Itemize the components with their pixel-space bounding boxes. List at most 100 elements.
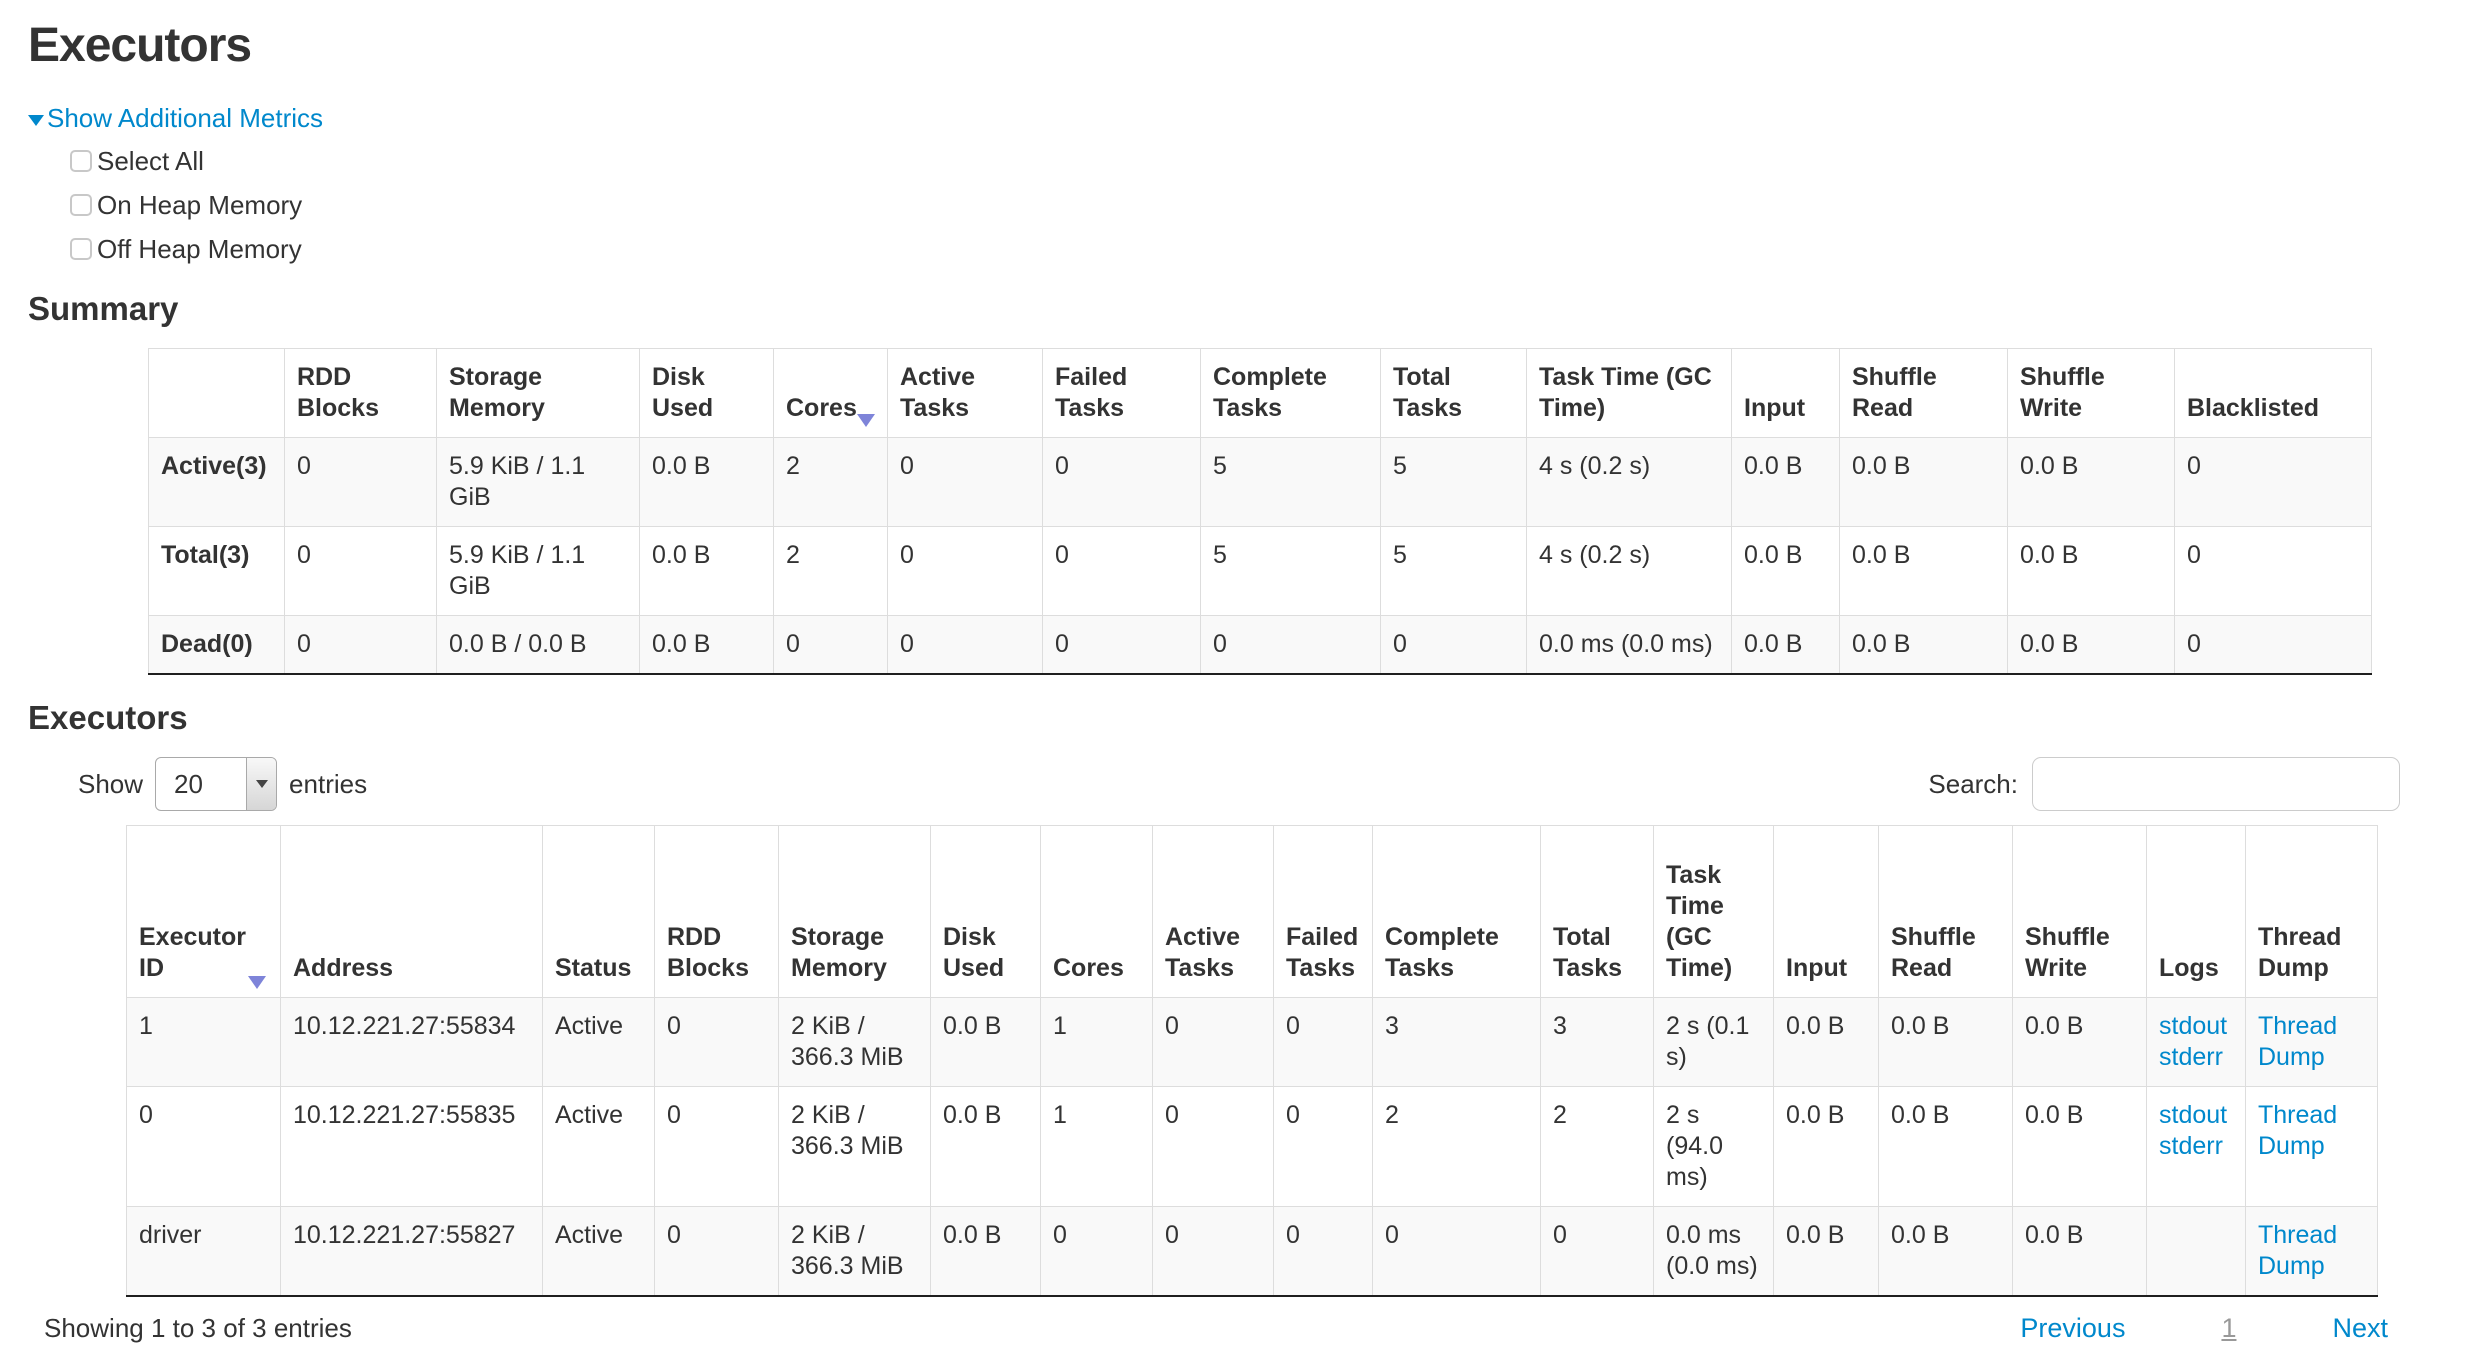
cell-status: Active [542, 997, 655, 1087]
header-shuffle-write[interactable]: Shuffle Write [2007, 348, 2175, 438]
cell-cores: 2 [773, 526, 888, 616]
header-executor-id[interactable]: Executor ID [126, 825, 281, 998]
header-disk-used[interactable]: Disk Used [930, 825, 1041, 998]
header-thread-dump[interactable]: Thread Dump [2245, 825, 2378, 998]
header-storage-memory[interactable]: Storage Memory [436, 348, 640, 438]
cell-input: 0.0 B [1773, 1206, 1879, 1297]
cell-rdd-blocks: 0 [284, 437, 437, 527]
cell-shuffle-write: 0.0 B [2007, 615, 2175, 675]
cell-shuffle-write: 0.0 B [2012, 1206, 2147, 1297]
header-failed-tasks[interactable]: Failed Tasks [1042, 348, 1201, 438]
cell-thread-dump: Thread Dump [2245, 1086, 2378, 1207]
header-rdd-blocks[interactable]: RDD Blocks [654, 825, 779, 998]
stderr-link[interactable]: stderr [2159, 1043, 2223, 1071]
cell-shuffle-write: 0.0 B [2007, 526, 2175, 616]
header-rdd-blocks[interactable]: RDD Blocks [284, 348, 437, 438]
summary-row-active: Active(3) 0 5.9 KiB / 1.1 GiB 0.0 B 2 0 … [148, 437, 2372, 527]
cell-shuffle-write: 0.0 B [2012, 997, 2147, 1087]
header-input[interactable]: Input [1731, 348, 1840, 438]
thread-dump-link[interactable]: Thread Dump [2258, 1012, 2338, 1071]
header-total-tasks[interactable]: Total Tasks [1540, 825, 1654, 998]
summary-heading: Summary [28, 290, 179, 327]
cell-row-label: Dead(0) [148, 615, 285, 675]
search-input[interactable] [2032, 757, 2400, 811]
cell-storage-memory: 2 KiB / 366.3 MiB [778, 1086, 931, 1207]
header-executor-id-label: Executor ID [139, 923, 246, 982]
cell-complete-tasks: 5 [1200, 437, 1381, 527]
header-storage-memory[interactable]: Storage Memory [778, 825, 931, 998]
header-input[interactable]: Input [1773, 825, 1879, 998]
cell-address: 10.12.221.27:55834 [280, 997, 543, 1087]
cell-thread-dump: Thread Dump [2245, 1206, 2378, 1297]
header-shuffle-read[interactable]: Shuffle Read [1878, 825, 2013, 998]
cell-complete-tasks: 2 [1372, 1086, 1541, 1207]
page-size-value: 20 [174, 768, 203, 799]
header-total-tasks[interactable]: Total Tasks [1380, 348, 1527, 438]
show-additional-metrics-link[interactable]: Show Additional Metrics [28, 103, 323, 134]
thread-dump-link[interactable]: Thread Dump [2258, 1221, 2338, 1280]
cell-status: Active [542, 1086, 655, 1207]
thread-dump-link[interactable]: Thread Dump [2258, 1101, 2338, 1160]
header-shuffle-read[interactable]: Shuffle Read [1839, 348, 2008, 438]
cell-active-tasks: 0 [1152, 1086, 1274, 1207]
cell-storage-memory: 5.9 KiB / 1.1 GiB [436, 437, 640, 527]
cell-complete-tasks: 5 [1200, 526, 1381, 616]
stdout-link[interactable]: stdout [2159, 1012, 2228, 1040]
summary-table: RDD Blocks Storage Memory Disk Used Core… [148, 348, 2372, 675]
cell-rdd-blocks: 0 [654, 1086, 779, 1207]
cell-status: Active [542, 1206, 655, 1297]
header-active-tasks[interactable]: Active Tasks [1152, 825, 1274, 998]
cell-failed-tasks: 0 [1273, 1206, 1373, 1297]
next-button[interactable]: Next [2332, 1313, 2388, 1343]
header-logs[interactable]: Logs [2146, 825, 2246, 998]
cell-input: 0.0 B [1773, 997, 1879, 1087]
header-task-time[interactable]: Task Time (GC Time) [1526, 348, 1732, 438]
header-disk-used[interactable]: Disk Used [639, 348, 774, 438]
header-complete-tasks[interactable]: Complete Tasks [1200, 348, 1381, 438]
sort-desc-icon [248, 976, 266, 989]
header-failed-tasks[interactable]: Failed Tasks [1273, 825, 1373, 998]
executors-table-wrap: Executor ID Address Status RDD Blocks St… [126, 825, 2438, 1297]
cell-shuffle-read: 0.0 B [1839, 615, 2008, 675]
page-size-select[interactable]: 20 [155, 757, 278, 811]
cell-input: 0.0 B [1731, 437, 1840, 527]
executor-row-driver: driver 10.12.221.27:55827 Active 0 2 KiB… [126, 1206, 2378, 1297]
cell-address: 10.12.221.27:55835 [280, 1086, 543, 1207]
table-footer: Showing 1 to 3 of 3 entries Previous 1 N… [28, 1313, 2438, 1344]
pagination: Previous 1 Next [2020, 1313, 2388, 1344]
header-shuffle-write[interactable]: Shuffle Write [2012, 825, 2147, 998]
cell-logs: stdout stderr [2146, 1086, 2246, 1207]
cell-cores: 0 [773, 615, 888, 675]
select-all-checkbox[interactable] [70, 150, 92, 172]
cell-blacklisted: 0 [2174, 437, 2372, 527]
previous-button[interactable]: Previous [2020, 1313, 2126, 1343]
cell-input: 0.0 B [1773, 1086, 1879, 1207]
page-title: Executors [28, 19, 252, 72]
header-cores[interactable]: Cores [1040, 825, 1153, 998]
cell-failed-tasks: 0 [1042, 437, 1201, 527]
header-blank[interactable] [148, 348, 285, 438]
cell-disk-used: 0.0 B [930, 1086, 1041, 1207]
header-blacklisted[interactable]: Blacklisted [2174, 348, 2372, 438]
select-all-row: Select All [70, 144, 2438, 178]
cell-total-tasks: 5 [1380, 437, 1527, 527]
header-cores[interactable]: Cores [773, 348, 888, 438]
on-heap-memory-checkbox[interactable] [70, 194, 92, 216]
cell-input: 0.0 B [1731, 526, 1840, 616]
header-status[interactable]: Status [542, 825, 655, 998]
page-1-button[interactable]: 1 [2221, 1313, 2237, 1343]
stderr-link[interactable]: stderr [2159, 1132, 2223, 1160]
header-complete-tasks[interactable]: Complete Tasks [1372, 825, 1541, 998]
stdout-link[interactable]: stdout [2159, 1101, 2228, 1129]
header-address[interactable]: Address [280, 825, 543, 998]
header-active-tasks[interactable]: Active Tasks [887, 348, 1043, 438]
cell-task-time: 0.0 ms (0.0 ms) [1653, 1206, 1774, 1297]
header-task-time[interactable]: Task Time (GC Time) [1653, 825, 1774, 998]
off-heap-memory-row: Off Heap Memory [70, 232, 2438, 266]
header-cores-label: Cores [786, 394, 857, 422]
off-heap-memory-checkbox[interactable] [70, 238, 92, 260]
select-dropdown-button[interactable] [246, 758, 277, 810]
select-all-label: Select All [97, 145, 204, 176]
cell-shuffle-read: 0.0 B [1878, 1086, 2013, 1207]
